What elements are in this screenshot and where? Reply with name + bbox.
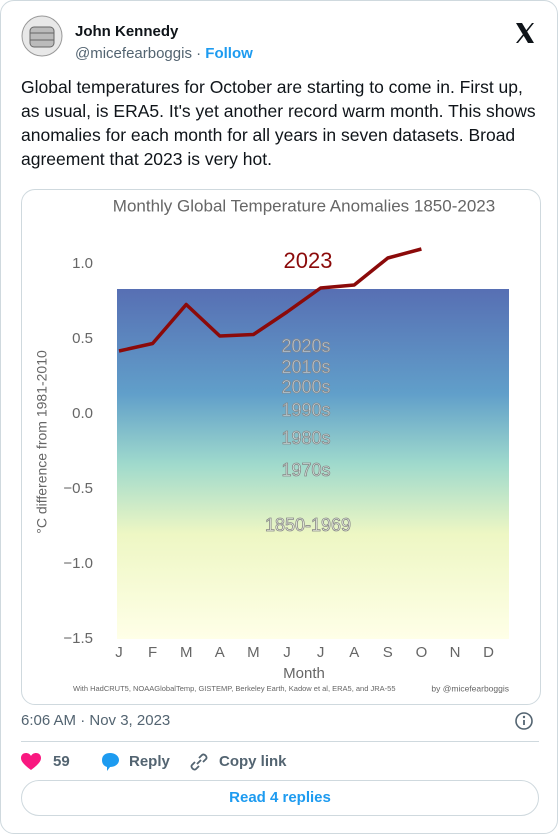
x-tick-label: F bbox=[148, 644, 157, 661]
credit: by @micefearboggis bbox=[431, 683, 509, 693]
background-lines bbox=[117, 289, 509, 639]
decade-label: 2020s bbox=[281, 336, 330, 356]
avatar bbox=[21, 15, 63, 57]
x-tick-label: J bbox=[115, 644, 123, 661]
y-tick-label: 1.0 bbox=[72, 255, 93, 272]
divider bbox=[21, 741, 539, 742]
x-logo[interactable] bbox=[513, 21, 537, 45]
reply-icon[interactable] bbox=[99, 752, 121, 772]
x-tick-label: S bbox=[383, 644, 393, 661]
decade-label: 1990s bbox=[281, 400, 330, 420]
decade-label: 1850-1969 bbox=[265, 515, 351, 535]
series-line bbox=[118, 247, 422, 353]
info-icon[interactable] bbox=[514, 711, 534, 731]
x-tick-label: A bbox=[215, 644, 225, 661]
separator: · bbox=[196, 45, 202, 62]
source-note: With HadCRUT5, NOAAGlobalTemp, GISTEMP, … bbox=[73, 684, 396, 693]
decade-label: 1970s bbox=[281, 460, 330, 480]
like-count: 59 bbox=[53, 753, 70, 770]
follow-link[interactable]: Follow bbox=[205, 45, 253, 62]
series-label: 2023 bbox=[284, 248, 333, 273]
chart: Monthly Global Temperature Anomalies 185… bbox=[34, 196, 509, 693]
y-tick-label: −1.0 bbox=[63, 555, 93, 572]
x-tick-label: J bbox=[283, 644, 291, 661]
read-replies-button[interactable]: Read 4 replies bbox=[21, 780, 539, 816]
author-line: @micefearboggis · Follow bbox=[75, 45, 253, 62]
media-frame: Monthly Global Temperature Anomalies 185… bbox=[21, 189, 541, 705]
x-tick-label: O bbox=[416, 644, 428, 661]
handle: @micefearboggis bbox=[75, 45, 192, 62]
tweet-text: Global temperatures for October are star… bbox=[21, 77, 536, 169]
decade-label: 2000s bbox=[281, 377, 330, 397]
y-tick-label: −0.5 bbox=[63, 480, 93, 497]
heart-icon[interactable] bbox=[21, 753, 41, 771]
y-tick-label: −1.5 bbox=[63, 630, 93, 647]
x-axis-label: Month bbox=[283, 665, 325, 682]
x-tick-label: M bbox=[180, 644, 193, 661]
x-tick-label: M bbox=[247, 644, 260, 661]
decade-label: 2010s bbox=[281, 357, 330, 377]
x-tick-label: J bbox=[317, 644, 325, 661]
y-tick-label: 0.0 bbox=[72, 405, 93, 422]
link-icon[interactable] bbox=[189, 752, 209, 772]
decade-label: 1980s bbox=[281, 428, 330, 448]
x-tick-label: A bbox=[349, 644, 359, 661]
reply-button[interactable]: Reply bbox=[129, 753, 170, 770]
y-axis-label: °C difference from 1981-2010 bbox=[34, 350, 50, 534]
x-tick-label: D bbox=[483, 644, 494, 661]
x-tick-label: N bbox=[450, 644, 461, 661]
author-name: John Kennedy bbox=[75, 23, 179, 40]
y-tick-label: 0.5 bbox=[72, 330, 93, 347]
copy-link-button[interactable]: Copy link bbox=[219, 753, 287, 770]
timestamp[interactable]: 6:06 AM · Nov 3, 2023 bbox=[21, 712, 171, 729]
chart-title: Monthly Global Temperature Anomalies 185… bbox=[113, 196, 495, 215]
